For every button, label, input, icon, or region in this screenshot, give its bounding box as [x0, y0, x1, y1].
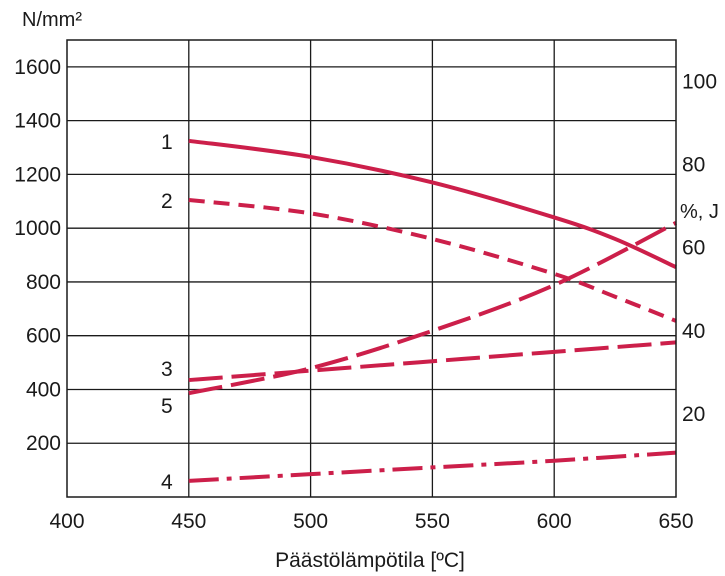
x-tick-label: 500	[293, 510, 328, 533]
series-group	[188, 138, 677, 483]
x-tick-label: 450	[171, 510, 206, 533]
curve-label-1: 1	[161, 131, 173, 154]
x-tick-label: 650	[658, 510, 693, 533]
y-right-unit-label: %, J	[680, 201, 719, 223]
series-line-2	[188, 197, 677, 323]
curve-label-3: 3	[161, 358, 173, 381]
tick-labels: 400 450 500 550 600 6502004006008001000120014…	[14, 56, 717, 533]
x-tick-label: 400	[49, 510, 84, 533]
y-right-tick-label: 80	[682, 154, 705, 177]
x-tick-label: 600	[537, 510, 572, 533]
y-right-tick-label: 60	[682, 237, 705, 260]
y-left-unit-label: N/mm²	[22, 9, 82, 31]
series-line-4	[188, 450, 677, 483]
y-right-tick-label: 40	[682, 320, 705, 343]
y-left-tick-label: 1200	[14, 163, 61, 186]
y-left-tick-label: 800	[26, 271, 61, 294]
curve-label-5: 5	[161, 395, 173, 418]
plot-frame	[66, 39, 677, 498]
y-left-tick-label: 1000	[14, 217, 61, 240]
series-line-3	[188, 340, 677, 383]
x-tick-label: 550	[415, 510, 450, 533]
y-left-tick-label: 1400	[14, 110, 61, 133]
y-left-tick-label: 1600	[14, 56, 61, 79]
curve-label-2: 2	[161, 190, 173, 213]
plot-border	[66, 39, 677, 498]
curve-label-4: 4	[161, 471, 173, 494]
curve-labels: 1 2 3 4 5	[161, 131, 173, 494]
grid	[67, 40, 676, 497]
y-right-tick-label: 100	[682, 71, 717, 94]
y-left-tick-label: 400	[26, 378, 61, 401]
y-left-tick-label: 200	[26, 432, 61, 455]
y-left-tick-label: 600	[26, 325, 61, 348]
x-axis-label: Päästölämpötila [ºC]	[275, 549, 465, 572]
series-line-1	[188, 138, 677, 269]
y-right-tick-label: 20	[682, 403, 705, 426]
